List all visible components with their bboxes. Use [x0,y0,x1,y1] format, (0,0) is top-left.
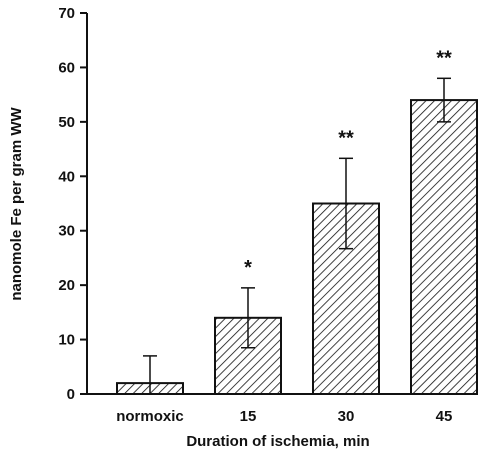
x-tick-label: 15 [240,408,257,425]
y-tick-label: 40 [58,168,75,185]
y-axis-title: nanomole Fe per gram WW [8,106,25,300]
y-tick-label: 30 [58,223,75,240]
y-tick-label: 50 [58,114,75,131]
significance-marker: * [244,257,252,279]
y-tick-label: 60 [58,59,75,76]
x-tick-labels: normoxic 15 30 45 [116,408,452,425]
x-tick-label: 30 [338,408,355,425]
bar [410,99,478,395]
y-tick-label: 10 [58,332,75,349]
y-tick-label: 0 [67,386,75,403]
bars-layer: ***** [116,47,478,396]
x-tick-label: 45 [436,408,453,425]
x-axis-title: Duration of ischemia, min [186,433,369,450]
y-tick-label: 70 [58,5,75,22]
significance-marker: ** [338,127,354,149]
x-tick-label: normoxic [116,408,184,425]
y-ticks: 0 10 20 30 40 50 60 70 [58,5,87,403]
axes-layer [86,13,475,395]
y-tick-label: 20 [58,277,75,294]
significance-marker: ** [436,47,452,69]
